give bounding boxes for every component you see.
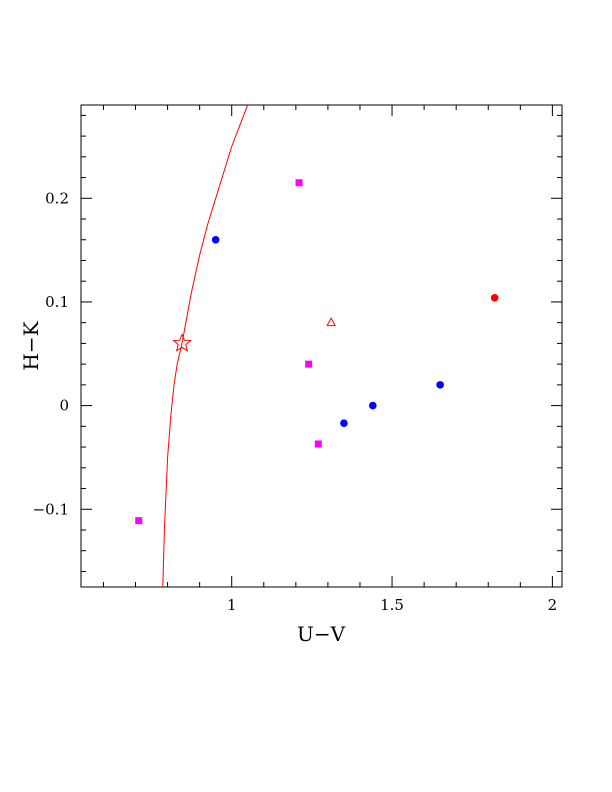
x-axis-label: U−V: [297, 622, 346, 646]
data-point-circle: [340, 419, 348, 428]
data-point-star: [172, 333, 192, 352]
y-tick-label: 0.2: [45, 189, 69, 207]
data-point-circle: [369, 401, 377, 410]
model-curve-layer: [162, 105, 249, 587]
data-point-circle: [436, 381, 444, 389]
x-tick-label: 1.5: [380, 596, 404, 614]
data-point-square: [135, 517, 143, 525]
y-axis-label: H−K: [19, 320, 43, 370]
plot-frame: [80, 104, 563, 588]
y-tick-label: −0.1: [33, 500, 69, 518]
data-point-circle: [211, 235, 220, 244]
x-tick-label: 2: [548, 596, 558, 614]
data-point-square: [314, 440, 322, 448]
data-points: [135, 179, 499, 525]
tick-marks: [81, 105, 562, 587]
model-curve: [162, 105, 249, 587]
y-tick-label: 0.1: [45, 293, 69, 311]
data-point-triangle: [326, 317, 336, 327]
y-tick-label: 0: [59, 397, 69, 415]
data-point-square: [305, 360, 313, 368]
data-point-square: [295, 179, 303, 187]
x-tick-label: 1: [227, 596, 237, 614]
tick-labels: 1 1.5 2 0.2 0.1 0 −0.1: [33, 189, 558, 614]
data-point-circle: [490, 294, 499, 302]
